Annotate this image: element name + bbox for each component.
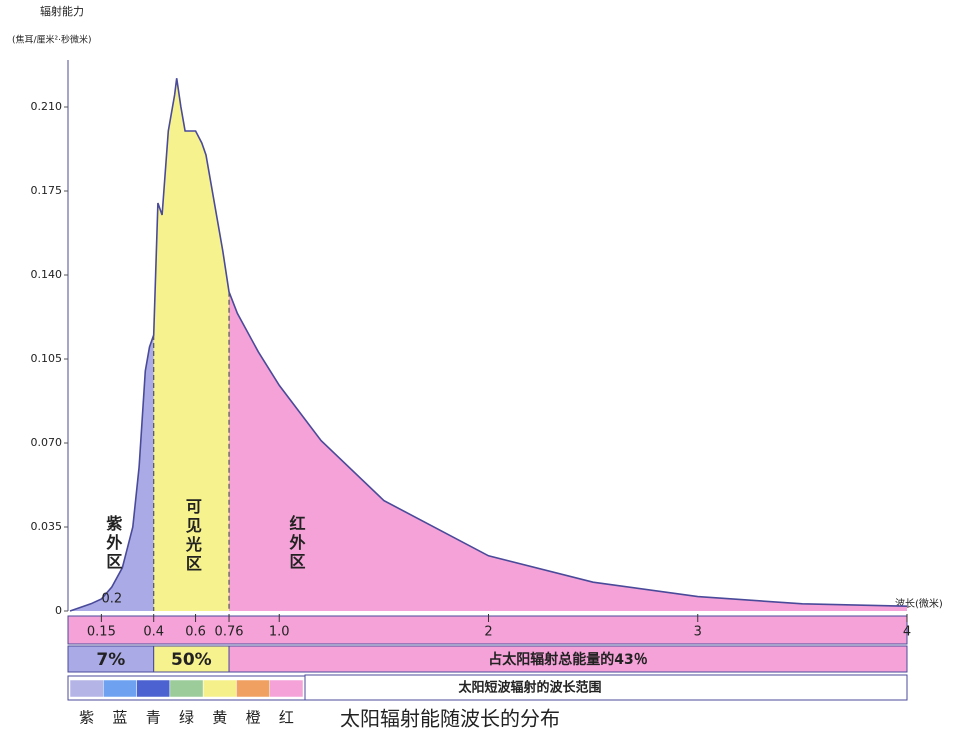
x-tick-label: 0.76 [215, 625, 244, 640]
share-label: 占太阳辐射总能量的43％ [488, 651, 647, 668]
spectrum-swatch [69, 679, 104, 698]
share-cell [67, 645, 155, 673]
region-label: 可见光区 [183, 498, 203, 574]
y-title: 辐射能力 [40, 4, 84, 18]
y-tick-label: 0.210 [31, 100, 63, 113]
x-tick-label: 4 [903, 625, 911, 640]
spectrum-label: 青 [146, 709, 161, 727]
region-label: 红外区 [287, 514, 307, 572]
x-band [67, 615, 908, 645]
spectrum-label: 橙 [246, 709, 261, 727]
spectrum-label: 蓝 [112, 709, 127, 727]
marker-label: 0.2 [102, 592, 123, 607]
spectrum-label: 绿 [179, 709, 194, 727]
x-tick-label: 2 [484, 625, 492, 640]
spectrum-swatch [269, 679, 304, 698]
y-tick-label: 0.070 [31, 436, 63, 449]
shortwave-band [304, 674, 908, 701]
share-label: 50% [171, 650, 212, 670]
x-tick-label: 0.6 [185, 625, 206, 640]
y-tick-label: 0.035 [31, 520, 63, 533]
x-tick-label: 0.15 [87, 625, 116, 640]
region-fill [229, 291, 907, 611]
share-cell [228, 645, 908, 673]
x-tick-label: 1.0 [269, 625, 290, 640]
y-tick-label: 0.140 [31, 268, 63, 281]
y-unit: (焦耳/厘米²·秒微米) [12, 34, 92, 46]
spectrum-label: 红 [279, 709, 294, 727]
shortwave-label: 太阳短波辐射的波长范围 [457, 680, 601, 696]
y-tick-label: 0.175 [31, 184, 63, 197]
share-cell [153, 645, 230, 673]
spectrum-swatch [236, 679, 270, 698]
x-tick-label: 0.4 [143, 625, 164, 640]
share-label: 7% [96, 650, 125, 670]
region-label: 紫外区 [103, 514, 123, 572]
caption: 太阳辐射能随波长的分布 [340, 707, 560, 731]
x-tick-label: 3 [694, 625, 702, 640]
region-fill [153, 78, 230, 611]
curve [69, 78, 908, 612]
spectrum-swatch [136, 679, 171, 698]
region-fill [70, 335, 154, 611]
y-tick-label: 0.105 [31, 352, 63, 365]
spectrum-label: 黄 [212, 709, 227, 727]
spectrum-swatch [169, 679, 204, 698]
spectrum-swatch [103, 679, 137, 698]
spectrum-swatch [202, 679, 237, 698]
spectrum-label: 紫 [79, 709, 94, 727]
y-tick-label: 0 [55, 604, 62, 617]
